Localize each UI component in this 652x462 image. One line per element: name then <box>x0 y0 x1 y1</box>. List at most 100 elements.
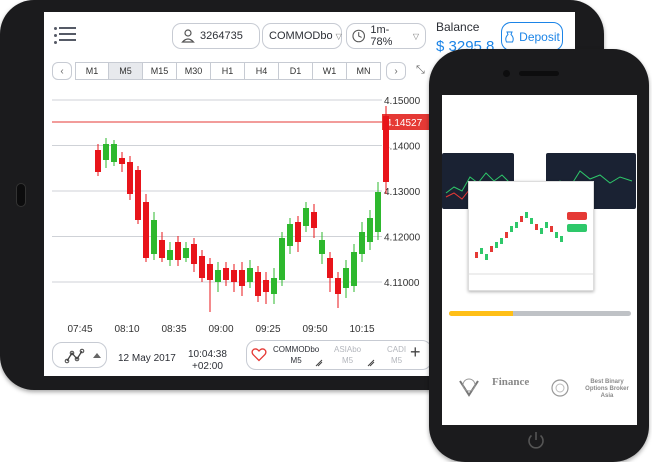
asset-name: COMMODbo <box>269 30 333 42</box>
account-id: 3264735 <box>200 30 243 42</box>
timeframe-bar: ‹ M1 M5 M15 M30 H1 H4 D1 W1 MN <box>52 62 412 82</box>
candle-body <box>279 238 285 280</box>
chevron-right-icon[interactable]: › <box>386 62 406 80</box>
mini-candle <box>520 216 523 222</box>
price-chart[interactable]: 4.15000 4.14000 4.13000 4.12000 4.11000 4.145… <box>44 82 575 338</box>
mini-candle <box>505 232 508 238</box>
candle-body <box>135 170 141 220</box>
y-tick-label: 4.15000 <box>384 96 421 107</box>
candle-body <box>263 280 269 292</box>
timeframe-m5[interactable]: M5 <box>109 62 143 80</box>
close-icon[interactable] <box>367 359 375 367</box>
x-tick-label: 09:00 <box>208 324 233 335</box>
timeframe-m30[interactable]: M30 <box>177 62 211 80</box>
timezone: +02:00 <box>192 361 223 372</box>
candle-body <box>359 232 365 254</box>
asset-tab-timeframe: M5 <box>290 356 302 365</box>
expiry-selector[interactable]: 1m-78% ▽ <box>346 23 426 49</box>
wallet-icon <box>505 31 514 42</box>
candle-body <box>335 278 341 294</box>
account-selector[interactable]: 3264735 <box>172 23 260 49</box>
chevron-down-icon: ▽ <box>335 31 342 41</box>
user-icon <box>181 29 195 43</box>
mini-candle <box>500 238 503 244</box>
y-tick-label: 4.12000 <box>384 233 421 244</box>
chart-canvas: 4.15000 4.14000 4.13000 4.12000 4.11000 4.145… <box>52 96 438 335</box>
y-tick-label: 4.13000 <box>384 187 421 198</box>
top-bar: 3264735 COMMODbo ▽ 1m-78% ▽ Balance $ 32… <box>44 12 575 62</box>
mini-candle <box>495 242 498 248</box>
asset-tab-timeframe: M5 <box>342 356 354 365</box>
candle-body <box>119 158 125 164</box>
candle-body <box>223 268 229 280</box>
tablet-camera <box>16 183 26 207</box>
asset-tab-name: COMMODbo <box>273 345 320 354</box>
mini-candle <box>480 248 483 254</box>
mini-candle <box>555 232 558 238</box>
indicators-button[interactable] <box>52 342 107 368</box>
asset-tab-name: ASIAbo <box>334 345 362 354</box>
mini-candle <box>535 224 538 230</box>
mini-candle <box>530 218 533 224</box>
indicator-icon <box>64 348 101 364</box>
candle-body <box>319 240 325 254</box>
chevron-left-icon[interactable]: ‹ <box>52 62 72 80</box>
current-price-badge <box>382 114 438 130</box>
asset-tab-name: CADI <box>387 345 407 354</box>
mini-chart <box>469 212 593 275</box>
candle-body <box>375 192 381 232</box>
close-icon[interactable] <box>315 359 323 367</box>
power-icon[interactable] <box>525 429 547 451</box>
candle-body <box>143 202 149 258</box>
candle-body <box>175 242 181 260</box>
asset-tab[interactable]: COMMODbo M5 <box>273 344 319 366</box>
timeframe-h1[interactable]: H1 <box>211 62 245 80</box>
candle-body <box>303 208 309 226</box>
balance-label: Balance <box>436 20 480 34</box>
asset-tab[interactable]: CADI M5 <box>387 344 406 366</box>
asset-tab[interactable]: ASIAbo M5 <box>334 344 361 366</box>
timeframe-m15[interactable]: M15 <box>143 62 177 80</box>
x-tick-label: 10:15 <box>349 324 374 335</box>
expand-icon[interactable]: ⤡ <box>416 64 425 76</box>
candle-body <box>207 264 213 280</box>
candle-body <box>95 150 101 172</box>
candle-body <box>383 116 389 182</box>
candle-body <box>271 278 277 294</box>
deposit-button[interactable]: Deposit <box>501 22 563 51</box>
candle-body <box>111 144 117 162</box>
y-tick-label: 4.14000 <box>384 142 421 153</box>
award-logo-finance: Finance <box>492 376 530 388</box>
x-tick-label: 07:45 <box>67 324 92 335</box>
timeframe-h4[interactable]: H4 <box>245 62 279 80</box>
clock-icon <box>352 29 366 43</box>
progress-fill <box>449 311 513 316</box>
heart-icon[interactable] <box>251 347 267 362</box>
timeframe-d1[interactable]: D1 <box>279 62 313 80</box>
asset-selector[interactable]: COMMODbo ▽ <box>262 23 342 49</box>
candle-body <box>343 268 349 288</box>
candle-body <box>183 248 189 258</box>
timeframe-m1[interactable]: M1 <box>75 62 109 80</box>
mini-candle <box>540 228 543 234</box>
phone-screen: Finance Best Binary Options Broker Asia <box>442 95 637 425</box>
candle-body <box>167 250 173 260</box>
candle-body <box>247 268 253 282</box>
add-asset-button[interactable]: + <box>410 342 421 362</box>
deposit-label: Deposit <box>519 29 560 44</box>
award-logo-best-broker: Best Binary Options Broker Asia <box>585 379 629 399</box>
candle-body <box>127 162 133 194</box>
loading-progress-bar <box>449 311 631 316</box>
phone-camera <box>503 70 510 77</box>
candle-body <box>199 256 205 278</box>
timeframe-mn[interactable]: MN <box>347 62 381 80</box>
mini-candle <box>525 212 528 218</box>
mini-candle <box>515 222 518 228</box>
award-logo-v <box>459 378 479 397</box>
menu-icon[interactable] <box>54 24 76 48</box>
mini-candle <box>550 226 553 232</box>
current-date: 12 May 2017 <box>118 353 176 364</box>
award-seal-logo <box>551 379 569 397</box>
timeframe-w1[interactable]: W1 <box>313 62 347 80</box>
y-tick-label: 4.11000 <box>384 278 420 289</box>
